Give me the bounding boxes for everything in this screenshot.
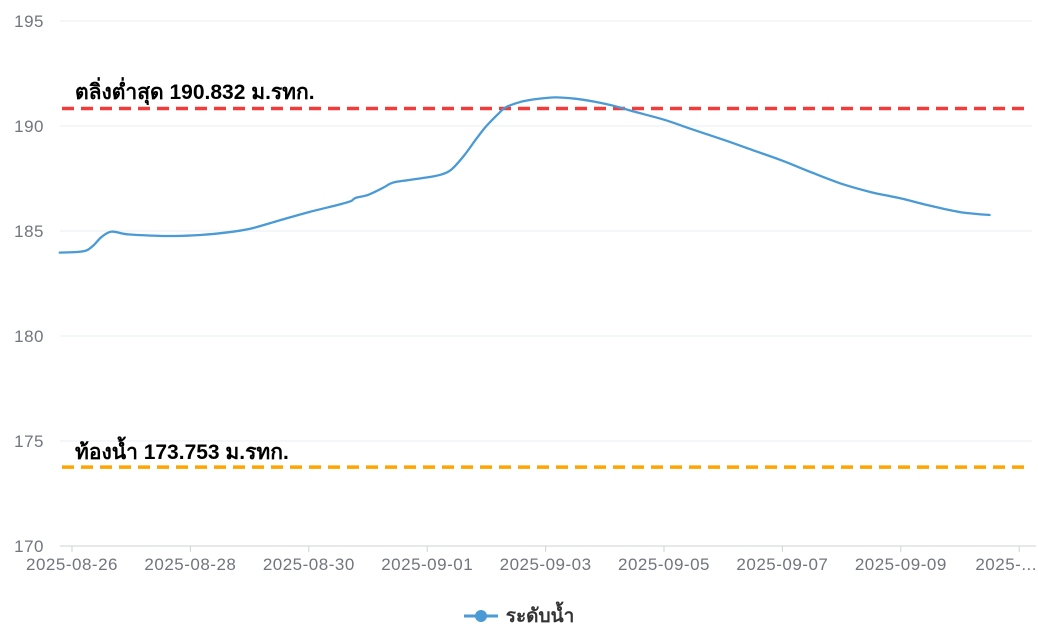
y-axis-tick-label: 190 [14, 117, 44, 136]
y-axis-tick-label: 175 [14, 432, 44, 451]
lowest-bank-level-label: ตลิ่งต่ำสุด 190.832 ม.รทก. [75, 81, 315, 104]
legend-series-label: ระดับน้ำ [505, 606, 575, 627]
x-axis-tick-label: 2025-09-01 [381, 555, 473, 574]
x-axis-tick-label: 2025-09-07 [736, 555, 828, 574]
y-axis-tick-label: 170 [14, 537, 44, 556]
x-axis-tick-label: 2025-09-03 [500, 555, 592, 574]
chart-legend[interactable]: ระดับน้ำ [0, 601, 1038, 631]
y-axis-tick-label: 185 [14, 222, 44, 241]
x-axis-tick-label: 2025-09-09 [855, 555, 947, 574]
x-axis-tick-label: 2025-08-28 [144, 555, 236, 574]
x-axis-tick-label: 2025-08-30 [263, 555, 355, 574]
y-axis-tick-label: 195 [14, 12, 44, 31]
river-bed-level-label: ท้องน้ำ 173.753 ม.รทก. [75, 441, 289, 464]
water-level-series-line[interactable] [58, 96, 991, 254]
x-axis-tick-label: 2025-08-26 [26, 555, 118, 574]
y-axis-tick-label: 180 [14, 327, 44, 346]
legend-line-marker-icon [463, 610, 498, 622]
x-axis-tick-label: 2025-09-05 [618, 555, 710, 574]
x-axis-tick-label: 2025-... [975, 555, 1037, 574]
